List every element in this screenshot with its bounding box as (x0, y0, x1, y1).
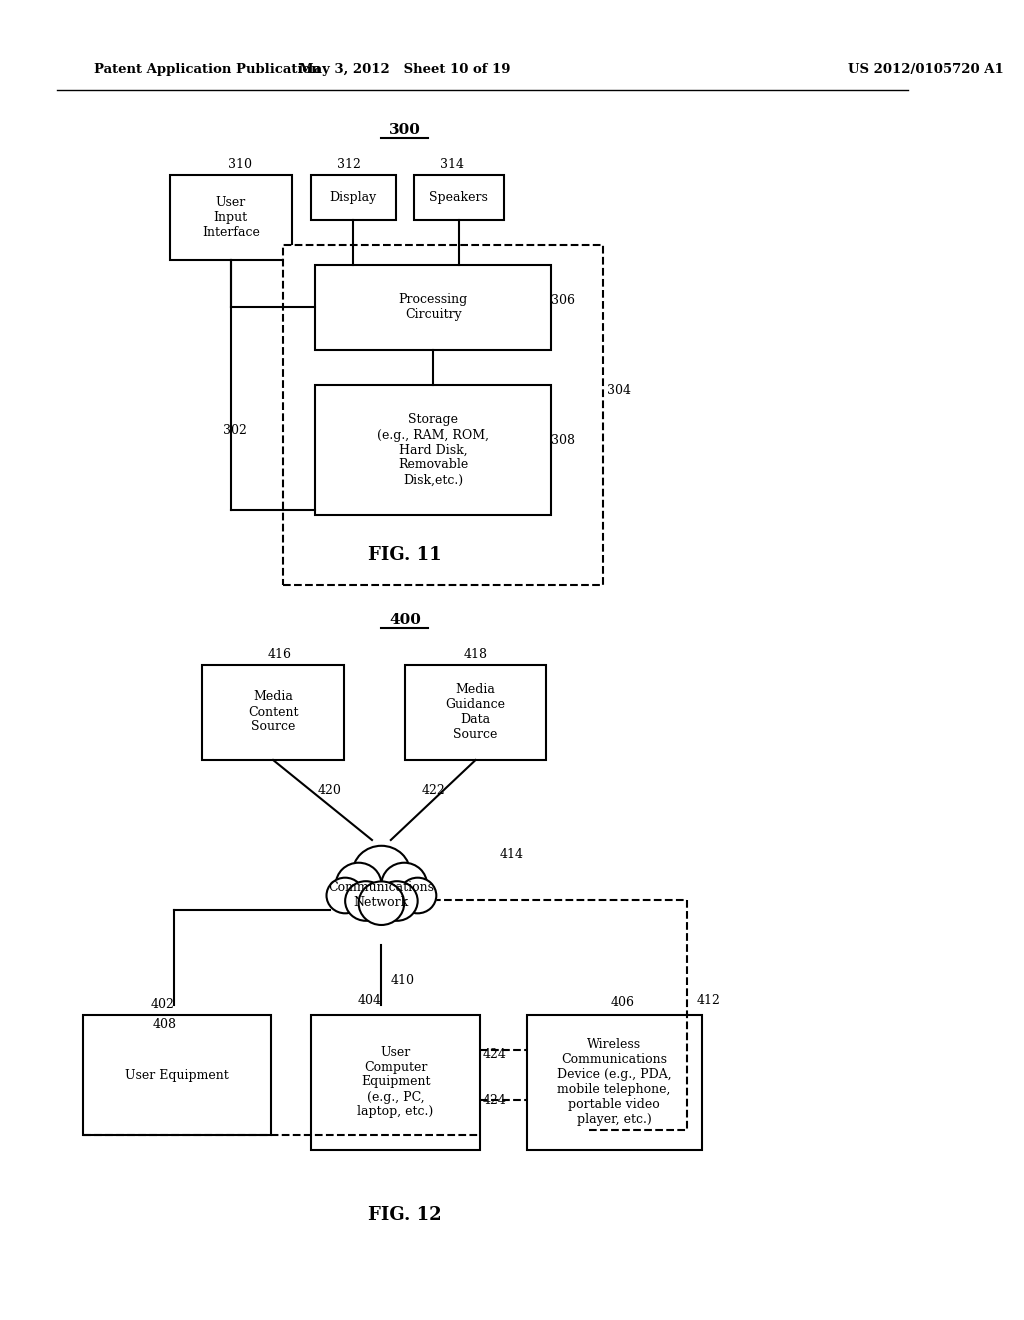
Text: Communications
Network: Communications Network (329, 880, 434, 909)
Text: FIG. 11: FIG. 11 (369, 546, 441, 564)
Text: Speakers: Speakers (429, 190, 488, 203)
Bar (310, 1015, 480, 1150)
Text: 424: 424 (482, 1093, 506, 1106)
Text: 406: 406 (610, 997, 634, 1010)
Ellipse shape (381, 863, 427, 907)
Text: 424: 424 (482, 1048, 506, 1061)
Bar (83, 1015, 271, 1135)
Bar (315, 385, 551, 515)
Text: Storage
(e.g., RAM, ROM,
Hard Disk,
Removable
Disk,etc.): Storage (e.g., RAM, ROM, Hard Disk, Remo… (377, 413, 489, 487)
Text: Media
Content
Source: Media Content Source (248, 690, 298, 734)
Text: Wireless
Communications
Device (e.g., PDA,
mobile telephone,
portable video
play: Wireless Communications Device (e.g., PD… (557, 1038, 672, 1126)
Ellipse shape (327, 878, 364, 913)
Ellipse shape (327, 878, 364, 913)
Text: 310: 310 (228, 158, 252, 172)
Ellipse shape (336, 863, 381, 907)
Ellipse shape (345, 882, 387, 921)
Bar (283, 246, 603, 585)
Text: User
Input
Interface: User Input Interface (202, 197, 260, 239)
Text: User Equipment: User Equipment (125, 1068, 229, 1081)
Text: US 2012/0105720 A1: US 2012/0105720 A1 (848, 63, 1004, 77)
Text: User
Computer
Equipment
(e.g., PC,
laptop, etc.): User Computer Equipment (e.g., PC, lapto… (357, 1045, 433, 1118)
Text: Media
Guidance
Data
Source: Media Guidance Data Source (445, 682, 506, 741)
Ellipse shape (376, 882, 418, 921)
Text: 422: 422 (421, 784, 445, 796)
Text: Processing
Circuitry: Processing Circuitry (398, 293, 468, 321)
Text: 312: 312 (337, 158, 360, 172)
Text: 300: 300 (389, 123, 421, 137)
Text: May 3, 2012   Sheet 10 of 19: May 3, 2012 Sheet 10 of 19 (299, 63, 511, 77)
Text: 400: 400 (389, 612, 421, 627)
Text: 308: 308 (551, 433, 574, 446)
Bar (404, 665, 546, 760)
Text: 418: 418 (464, 648, 487, 661)
Ellipse shape (399, 878, 436, 913)
Text: 420: 420 (317, 784, 342, 796)
Bar (315, 265, 551, 350)
Text: 402: 402 (151, 998, 174, 1011)
Text: 416: 416 (267, 648, 292, 661)
Text: 408: 408 (153, 1019, 177, 1031)
Bar (203, 665, 344, 760)
Text: 302: 302 (223, 424, 248, 437)
Bar (415, 176, 504, 220)
Ellipse shape (358, 882, 404, 925)
Text: 404: 404 (357, 994, 381, 1006)
Ellipse shape (381, 863, 427, 907)
Text: 314: 314 (440, 158, 464, 172)
Ellipse shape (352, 846, 411, 902)
Text: 306: 306 (551, 293, 574, 306)
Text: 412: 412 (697, 994, 721, 1006)
Bar (527, 1015, 701, 1150)
Ellipse shape (352, 846, 411, 902)
Ellipse shape (358, 882, 404, 925)
Text: Display: Display (330, 190, 377, 203)
Text: 304: 304 (607, 384, 632, 396)
Bar (310, 176, 395, 220)
Ellipse shape (345, 882, 387, 921)
Bar (170, 176, 292, 260)
Text: Patent Application Publication: Patent Application Publication (94, 63, 321, 77)
Text: 410: 410 (391, 974, 415, 986)
Ellipse shape (336, 863, 381, 907)
Text: FIG. 12: FIG. 12 (369, 1206, 441, 1224)
Text: 414: 414 (499, 849, 523, 862)
Ellipse shape (376, 882, 418, 921)
Ellipse shape (399, 878, 436, 913)
